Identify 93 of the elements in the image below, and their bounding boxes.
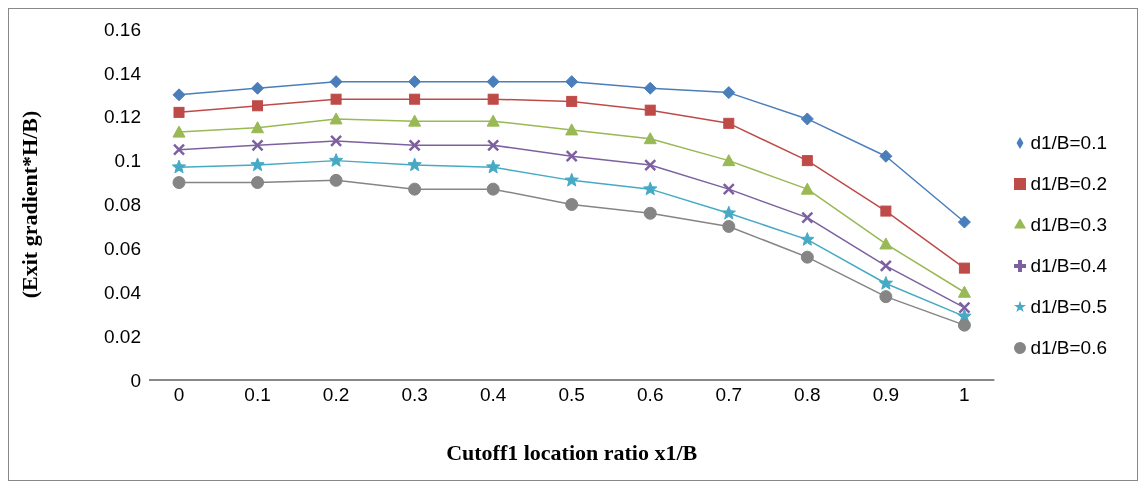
x-tick-label: 1	[959, 384, 970, 406]
x-tick-label: 0.6	[637, 384, 664, 406]
x-tick-label: 0	[173, 384, 185, 406]
point	[408, 75, 422, 89]
point	[879, 149, 893, 163]
y-axis-title: (Exit gradient*H/B)	[16, 110, 42, 299]
y-tick-label: 0.1	[114, 150, 141, 172]
point	[800, 250, 814, 264]
point	[172, 176, 186, 190]
point	[330, 93, 342, 105]
y-tick-label: 0.04	[104, 281, 142, 303]
point	[252, 100, 264, 112]
point	[643, 158, 657, 172]
point	[800, 112, 814, 126]
legend-label: d1/B=0.4	[1030, 254, 1107, 276]
point	[564, 172, 579, 187]
point	[329, 112, 343, 125]
point	[172, 143, 186, 156]
point	[801, 211, 814, 224]
legend-label: d1/B=0.2	[1030, 172, 1107, 194]
point	[565, 149, 578, 163]
legend-label: d1/B=0.6	[1030, 336, 1107, 358]
point	[486, 139, 500, 152]
point	[643, 206, 657, 220]
point	[251, 139, 264, 152]
point	[644, 104, 656, 116]
point	[329, 75, 343, 89]
y-tick-label: 0.02	[104, 325, 141, 347]
x-tick-label: 0.8	[794, 384, 821, 406]
point	[172, 125, 186, 138]
point	[328, 153, 344, 167]
y-tick-label: 0.06	[104, 238, 141, 260]
point	[486, 114, 500, 127]
point	[643, 181, 658, 196]
point	[723, 117, 735, 129]
point	[329, 173, 343, 187]
x-tick-label: 0.7	[715, 384, 742, 406]
point	[251, 176, 265, 190]
x-tick-label: 0.4	[479, 384, 507, 406]
y-tick-label: 0	[130, 369, 141, 391]
point	[800, 232, 815, 246]
point	[250, 157, 265, 172]
x-tick-label: 0.1	[244, 384, 271, 406]
y-tick-label: 0.08	[104, 194, 141, 216]
point	[251, 81, 265, 95]
point	[329, 134, 343, 148]
point	[486, 182, 500, 196]
point	[565, 198, 579, 211]
point	[173, 106, 185, 118]
point	[722, 154, 736, 167]
y-tick-label: 0.14	[104, 62, 142, 84]
point	[878, 275, 894, 290]
point	[251, 121, 265, 134]
point	[721, 205, 736, 220]
point	[957, 215, 971, 229]
x-tick-label: 0.9	[872, 384, 900, 406]
x-tick-label: 0.3	[401, 384, 428, 406]
point	[409, 93, 421, 105]
point	[487, 93, 499, 105]
point	[171, 159, 187, 174]
point	[566, 95, 578, 107]
point	[879, 259, 893, 273]
x-axis-title: Cutoff1 location ratio x1/B	[446, 440, 698, 465]
point	[879, 290, 893, 304]
point	[565, 75, 579, 89]
legend-label: d1/B=0.1	[1030, 131, 1107, 153]
point	[408, 114, 422, 127]
y-tick-label: 0.16	[104, 18, 141, 40]
point	[801, 155, 813, 167]
point	[958, 262, 970, 274]
x-tick-label: 0.2	[322, 384, 350, 406]
point	[408, 139, 421, 152]
point	[408, 182, 422, 196]
point	[722, 219, 736, 233]
point	[957, 285, 971, 298]
point	[407, 157, 422, 172]
point	[486, 159, 501, 174]
point	[643, 81, 657, 95]
legend-label: d1/B=0.5	[1030, 295, 1107, 317]
point	[643, 132, 657, 145]
x-tick-label: 0.5	[558, 384, 585, 406]
point	[722, 86, 736, 100]
point	[958, 301, 971, 314]
point	[800, 182, 814, 195]
point	[879, 237, 893, 250]
y-tick-label: 0.12	[104, 106, 141, 128]
point	[172, 88, 186, 102]
point	[880, 205, 892, 217]
point	[565, 123, 579, 136]
point	[957, 318, 971, 332]
legend-label: d1/B=0.3	[1030, 213, 1107, 235]
point	[486, 75, 500, 89]
point	[722, 182, 736, 196]
